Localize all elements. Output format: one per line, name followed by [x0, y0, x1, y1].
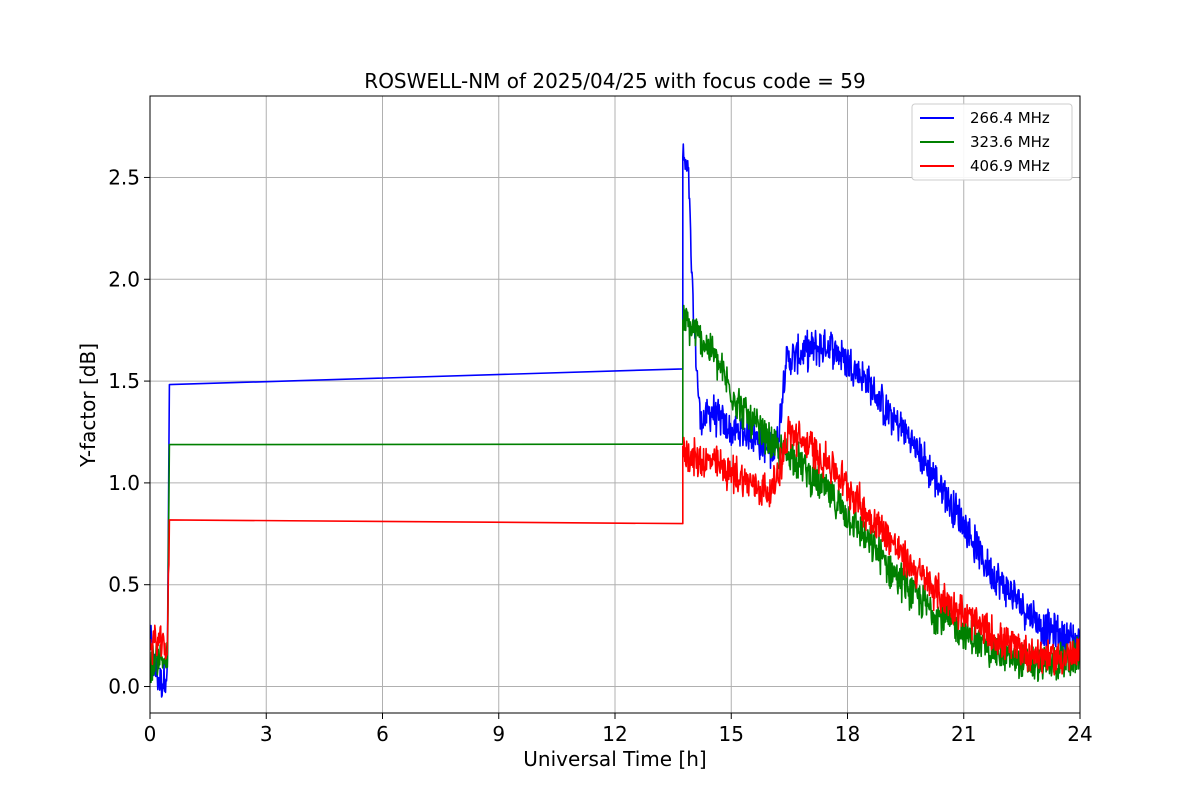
- x-tick-label: 21: [951, 722, 976, 746]
- legend-box: [911, 103, 1073, 181]
- x-tick-label: 0: [144, 722, 157, 746]
- x-tick-label: 3: [260, 722, 273, 746]
- series-line-2: [150, 304, 1080, 684]
- y-tick-label: 0.5: [108, 573, 140, 597]
- y-axis-label: Y-factor [dB]: [76, 343, 100, 468]
- x-tick-label: 24: [1067, 722, 1092, 746]
- x-tick-label: 15: [719, 722, 744, 746]
- series-line-1: [150, 143, 1080, 698]
- ticks: 0 3 6 9 12 15 18 21 24 0.0 0.5 1.0 1.5 2.0 2.5: [108, 165, 1093, 746]
- y-tick-label: 2.0: [108, 267, 140, 291]
- legend-label: 266.4 MHz: [970, 109, 1050, 127]
- y-tick-label: 2.5: [108, 165, 140, 189]
- series-line-3: [150, 415, 1080, 676]
- x-tick-label: 9: [492, 722, 505, 746]
- y-tick-label: 1.5: [108, 369, 140, 393]
- x-tick-label: 18: [835, 722, 860, 746]
- y-tick-label: 0.0: [108, 675, 140, 699]
- legend-label: 323.6 MHz: [970, 133, 1050, 151]
- x-tick-label: 6: [376, 722, 389, 746]
- legend-label: 406.9 MHz: [970, 157, 1050, 175]
- x-tick-label: 12: [602, 722, 627, 746]
- x-axis-label: Universal Time [h]: [523, 747, 706, 771]
- chart-title: ROSWELL-NM of 2025/04/25 with focus code…: [364, 69, 865, 93]
- legend: 266.4 MHz 323.6 MHz 406.9 MHz: [911, 103, 1073, 181]
- series-group: [150, 143, 1080, 698]
- y-tick-label: 1.0: [108, 471, 140, 495]
